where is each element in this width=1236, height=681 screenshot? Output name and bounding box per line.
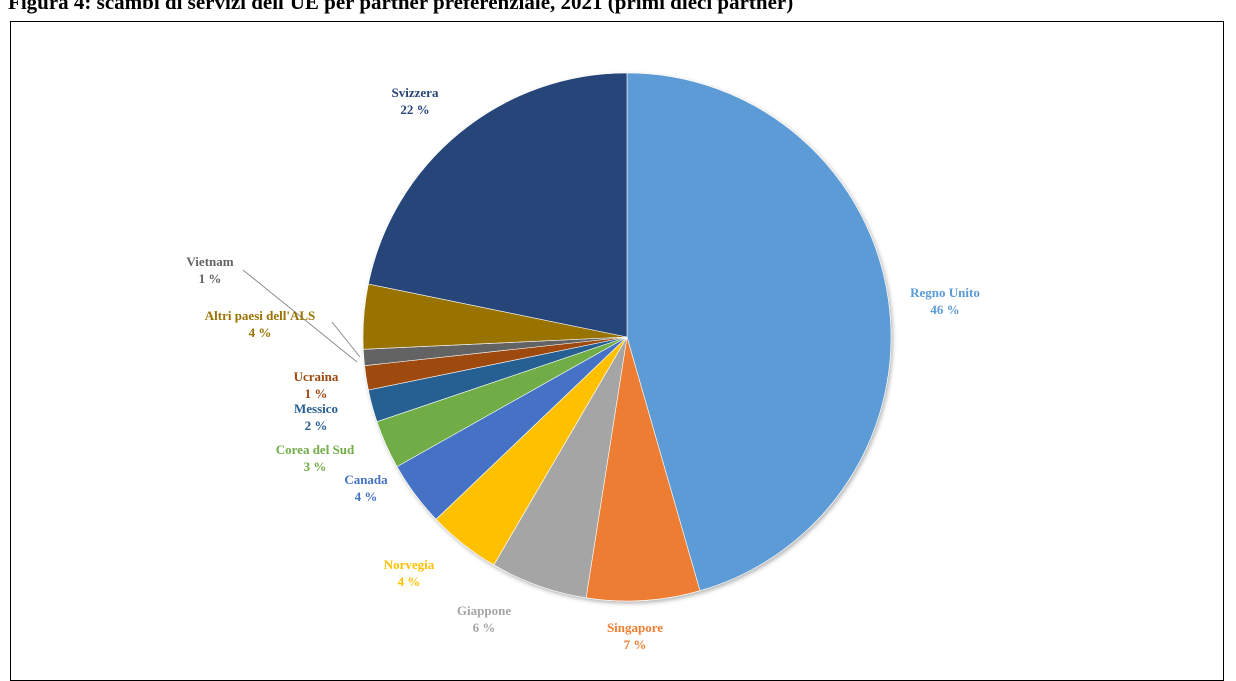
data-label-percent: 1 % bbox=[199, 271, 222, 286]
data-label-name: Giappone bbox=[457, 603, 511, 618]
data-label-singapore: Singapore 7 % bbox=[607, 620, 663, 652]
pie-slice-singapore bbox=[585, 336, 701, 602]
data-label-percent: 4 % bbox=[355, 489, 378, 504]
data-label-percent: 22 % bbox=[400, 102, 429, 117]
pie-chart: Regno Unito 46 % Singapore 7 % Giappone 6 % No… bbox=[186, 72, 980, 652]
pie-slice-regno-unito bbox=[626, 72, 892, 592]
data-label-percent: 4 % bbox=[398, 574, 421, 589]
data-label-percent: 3 % bbox=[304, 459, 327, 474]
data-label-percent: 46 % bbox=[930, 302, 959, 317]
data-label-name: Canada bbox=[344, 472, 388, 487]
data-label-canada: Canada 4 % bbox=[344, 472, 388, 504]
data-label-svizzera: Svizzera 22 % bbox=[392, 85, 439, 117]
data-label-name: Singapore bbox=[607, 620, 663, 635]
data-label-giappone: Giappone 6 % bbox=[457, 603, 511, 635]
data-label-percent: 2 % bbox=[305, 418, 328, 433]
data-label-ucraina: Ucraina 1 % bbox=[294, 369, 339, 401]
data-label-name: Corea del Sud bbox=[276, 442, 355, 457]
data-label-name: Altri paesi dell'ALS bbox=[205, 308, 316, 323]
data-label-name: Vietnam bbox=[186, 254, 233, 269]
data-label-percent: 6 % bbox=[473, 620, 496, 635]
data-label-norvegia: Norvegia 4 % bbox=[384, 557, 435, 589]
data-label-percent: 7 % bbox=[624, 637, 647, 652]
data-label-altri-paesi-dell-als: Altri paesi dell'ALS 4 % bbox=[205, 308, 316, 340]
pie-slice-svizzera bbox=[368, 72, 628, 338]
data-label-regno-unito: Regno Unito 46 % bbox=[910, 285, 980, 317]
data-label-corea-del-sud: Corea del Sud 3 % bbox=[276, 442, 355, 474]
data-label-percent: 4 % bbox=[249, 325, 272, 340]
data-label-messico: Messico 2 % bbox=[294, 401, 338, 433]
data-label-name: Norvegia bbox=[384, 557, 435, 572]
data-label-percent: 1 % bbox=[305, 386, 328, 401]
data-label-name: Ucraina bbox=[294, 369, 339, 384]
data-label-vietnam: Vietnam 1 % bbox=[186, 254, 233, 286]
figure-title: Figura 4: scambi di servizi dell'UE per … bbox=[8, 0, 794, 14]
leader-line-vietnam bbox=[242, 269, 358, 363]
data-label-name: Messico bbox=[294, 401, 338, 416]
data-label-name: Regno Unito bbox=[910, 285, 980, 300]
data-label-name: Svizzera bbox=[392, 85, 439, 100]
leader-line-altri-paesi-dell-als bbox=[331, 321, 361, 358]
